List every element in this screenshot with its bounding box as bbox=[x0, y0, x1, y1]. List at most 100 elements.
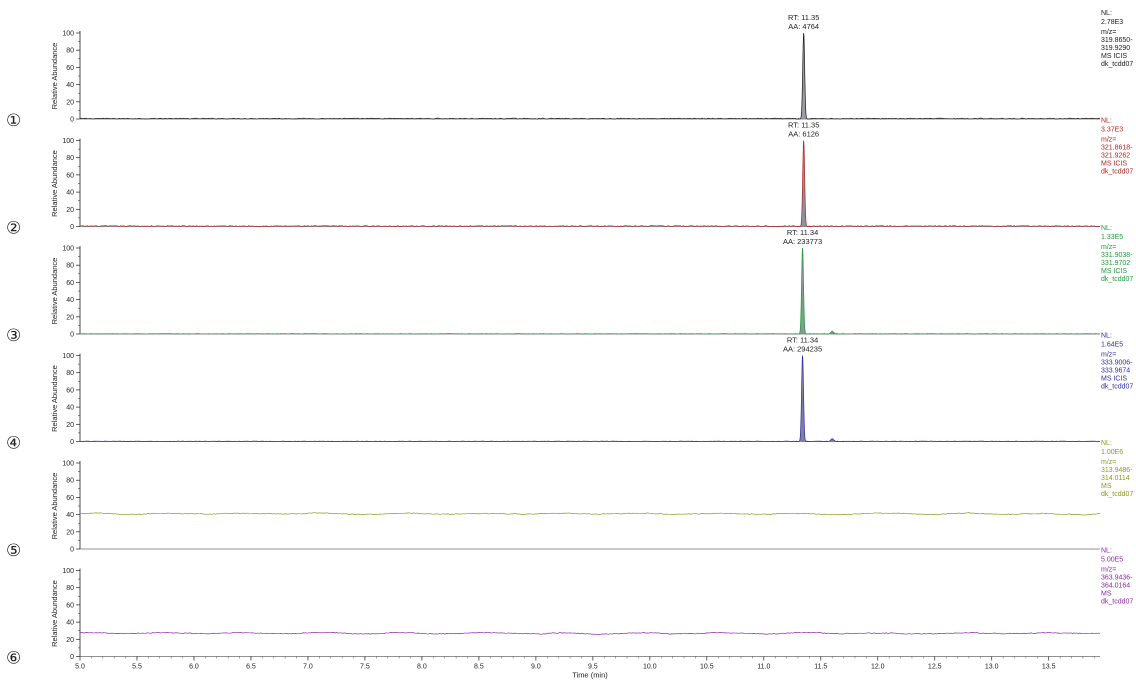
signal-trace bbox=[79, 32, 1101, 120]
side-info-line: 319.9290 bbox=[1101, 45, 1130, 52]
peak-area-2 bbox=[824, 331, 840, 334]
y-tick-label: 60 bbox=[66, 280, 74, 287]
peak-area-1 bbox=[798, 140, 809, 227]
y-tick-label: 100 bbox=[62, 138, 74, 145]
peak-rt-label: RT: 11.35 bbox=[788, 121, 819, 130]
x-tick-label: 9.0 bbox=[531, 664, 541, 671]
panel-marker: ③ bbox=[6, 326, 21, 346]
x-tick-label: 12.5 bbox=[928, 664, 942, 671]
side-info-line: 331.9038- bbox=[1101, 252, 1133, 259]
x-tick-label: 10.5 bbox=[700, 664, 714, 671]
x-tick-label: 11.5 bbox=[814, 664, 827, 671]
peak-area-1 bbox=[798, 33, 809, 119]
side-info-line: MS bbox=[1101, 483, 1112, 490]
side-info-line: m/z= bbox=[1101, 244, 1116, 251]
side-info-line: dk_tcdd07 bbox=[1101, 61, 1133, 68]
side-info-line: MS bbox=[1101, 591, 1112, 598]
side-info-line: m/z= bbox=[1101, 29, 1116, 36]
y-tick-label: 80 bbox=[66, 155, 74, 162]
x-tick-label: 11.0 bbox=[757, 664, 770, 671]
y-tick-label: 100 bbox=[62, 31, 74, 38]
side-info-line: 319.8650- bbox=[1101, 37, 1133, 44]
y-tick-label: 40 bbox=[66, 190, 74, 197]
side-info-line: 333.9006- bbox=[1101, 360, 1133, 367]
y-tick-label: 60 bbox=[66, 65, 74, 72]
side-info-line: MS ICIS bbox=[1101, 161, 1127, 168]
y-tick-label: 0 bbox=[70, 224, 74, 231]
x-tick-label: 5.5 bbox=[132, 664, 142, 671]
peak-area-label: AA: 4764 bbox=[788, 22, 819, 31]
y-tick-label: 80 bbox=[66, 48, 74, 55]
side-info-line: dk_tcdd07 bbox=[1101, 384, 1133, 391]
side-info-line: MS ICIS bbox=[1101, 268, 1127, 275]
side-info-line: m/z= bbox=[1101, 459, 1116, 466]
side-info-line: 1.64E5 bbox=[1101, 342, 1123, 349]
peak-area-label: AA: 233773 bbox=[783, 237, 822, 246]
y-tick-label: 20 bbox=[66, 314, 74, 321]
y-tick-label: 40 bbox=[66, 512, 74, 519]
y-tick-label: 0 bbox=[70, 332, 74, 339]
panel-marker: ② bbox=[6, 219, 21, 239]
side-info-line: dk_tcdd07 bbox=[1101, 491, 1133, 498]
y-tick-label: 80 bbox=[66, 263, 74, 270]
peak-area-label: AA: 294235 bbox=[783, 345, 822, 354]
side-info-line: dk_tcdd07 bbox=[1101, 276, 1133, 283]
y-tick-label: 0 bbox=[70, 547, 74, 554]
y-tick-label: 40 bbox=[66, 297, 74, 304]
y-tick-label: 80 bbox=[66, 585, 74, 592]
side-info-line: MS ICIS bbox=[1101, 376, 1127, 383]
peak-rt-label: RT: 11.34 bbox=[787, 336, 818, 345]
x-tick-label: 6.5 bbox=[246, 664, 256, 671]
x-tick-label: 5.0 bbox=[75, 664, 85, 671]
x-tick-label: 13.5 bbox=[1042, 664, 1056, 671]
y-tick-label: 60 bbox=[66, 602, 74, 609]
signal-trace bbox=[79, 247, 1101, 335]
y-tick-label: 80 bbox=[66, 478, 74, 485]
side-info-line: NL: bbox=[1101, 333, 1112, 340]
side-info-line: 1.33E5 bbox=[1101, 234, 1123, 241]
y-tick-label: 20 bbox=[66, 422, 74, 429]
side-info-line: 3.37E3 bbox=[1101, 127, 1123, 134]
y-tick-label: 60 bbox=[66, 495, 74, 502]
x-tick-label: 7.5 bbox=[360, 664, 370, 671]
y-tick-label: 80 bbox=[66, 370, 74, 377]
peak-area-1 bbox=[797, 248, 808, 334]
y-tick-label: 60 bbox=[66, 172, 74, 179]
x-tick-label: 8.0 bbox=[417, 664, 427, 671]
y-tick-label: 0 bbox=[70, 654, 74, 661]
y-axis-label: Relative Abundance bbox=[50, 473, 59, 540]
side-info-line: 321.8618- bbox=[1101, 145, 1133, 152]
side-info-line: NL: bbox=[1101, 225, 1112, 232]
signal-trace bbox=[79, 631, 1101, 635]
x-tick-label: 10.0 bbox=[643, 664, 657, 671]
side-info-line: 363.9436- bbox=[1101, 575, 1133, 582]
y-tick-label: 40 bbox=[66, 405, 74, 412]
side-info-line: 331.9702 bbox=[1101, 260, 1130, 267]
y-tick-label: 60 bbox=[66, 387, 74, 394]
y-tick-label: 20 bbox=[66, 637, 74, 644]
y-tick-label: 20 bbox=[66, 207, 74, 214]
x-tick-label: 8.5 bbox=[474, 664, 484, 671]
side-info-line: NL: bbox=[1101, 118, 1112, 125]
x-tick-label: 7.0 bbox=[303, 664, 313, 671]
peak-area-2 bbox=[824, 438, 840, 442]
y-axis-label: Relative Abundance bbox=[50, 365, 59, 432]
side-info-line: m/z= bbox=[1101, 137, 1116, 144]
side-info-line: NL: bbox=[1101, 548, 1112, 555]
y-axis-label: Relative Abundance bbox=[50, 580, 59, 647]
y-tick-label: 0 bbox=[70, 117, 74, 124]
signal-trace bbox=[79, 355, 1101, 442]
y-tick-label: 20 bbox=[66, 99, 74, 106]
y-tick-label: 0 bbox=[70, 439, 74, 446]
y-tick-label: 40 bbox=[66, 82, 74, 89]
side-info-line: 313.9486- bbox=[1101, 467, 1133, 474]
side-info-line: 333.9674 bbox=[1101, 368, 1130, 375]
side-info-line: NL: bbox=[1101, 10, 1112, 17]
side-info-line: 5.00E5 bbox=[1101, 557, 1123, 564]
y-tick-label: 40 bbox=[66, 620, 74, 627]
